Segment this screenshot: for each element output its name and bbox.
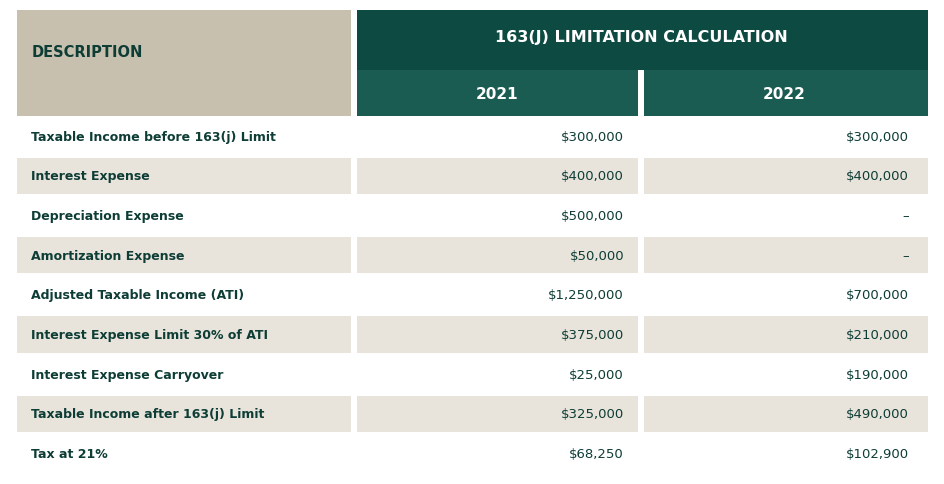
Bar <box>644 71 927 117</box>
Text: Taxable Income before 163(j) Limit: Taxable Income before 163(j) Limit <box>31 130 276 143</box>
Text: 2022: 2022 <box>762 87 805 102</box>
Bar <box>357 396 637 432</box>
Bar <box>17 198 350 234</box>
Bar <box>17 356 350 393</box>
Text: $300,000: $300,000 <box>845 130 908 143</box>
Text: $400,000: $400,000 <box>561 170 623 183</box>
Text: $400,000: $400,000 <box>845 170 908 183</box>
Bar <box>357 356 637 393</box>
Bar <box>17 71 350 117</box>
Text: –: – <box>902 210 908 223</box>
Text: Interest Expense Carryover: Interest Expense Carryover <box>31 368 224 381</box>
Bar <box>17 238 350 274</box>
Bar <box>357 158 637 195</box>
Bar <box>644 317 927 353</box>
Text: Adjusted Taxable Income (ATI): Adjusted Taxable Income (ATI) <box>31 289 244 302</box>
Text: 163(J) LIMITATION CALCULATION: 163(J) LIMITATION CALCULATION <box>494 30 786 45</box>
Text: DESCRIPTION: DESCRIPTION <box>31 45 143 60</box>
Text: –: – <box>902 249 908 262</box>
Bar <box>357 238 637 274</box>
Bar <box>357 71 637 117</box>
Bar <box>17 436 350 471</box>
Text: Tax at 21%: Tax at 21% <box>31 447 108 460</box>
Bar <box>644 158 927 195</box>
Bar <box>17 11 350 71</box>
Bar <box>644 356 927 393</box>
Bar <box>17 317 350 353</box>
Text: $1,250,000: $1,250,000 <box>548 289 623 302</box>
Bar <box>17 396 350 432</box>
Text: Amortization Expense: Amortization Expense <box>31 249 184 262</box>
Text: $500,000: $500,000 <box>561 210 623 223</box>
Text: $300,000: $300,000 <box>561 130 623 143</box>
Text: $190,000: $190,000 <box>845 368 908 381</box>
Bar <box>644 396 927 432</box>
Bar <box>357 119 637 155</box>
Bar <box>357 198 637 234</box>
Text: $102,900: $102,900 <box>845 447 908 460</box>
Bar <box>644 238 927 274</box>
Bar <box>17 119 350 155</box>
Bar <box>357 317 637 353</box>
Text: Interest Expense Limit 30% of ATI: Interest Expense Limit 30% of ATI <box>31 328 268 341</box>
Bar <box>644 119 927 155</box>
Text: $490,000: $490,000 <box>845 408 908 421</box>
Text: 2021: 2021 <box>476 87 518 102</box>
Text: Interest Expense: Interest Expense <box>31 170 150 183</box>
Text: Taxable Income after 163(j) Limit: Taxable Income after 163(j) Limit <box>31 408 264 421</box>
Text: $375,000: $375,000 <box>560 328 623 341</box>
Bar <box>357 436 637 471</box>
Text: Depreciation Expense: Depreciation Expense <box>31 210 184 223</box>
Text: $68,250: $68,250 <box>568 447 623 460</box>
Bar <box>357 11 927 71</box>
Bar <box>357 277 637 313</box>
Text: $700,000: $700,000 <box>845 289 908 302</box>
Bar <box>17 158 350 195</box>
Text: $325,000: $325,000 <box>560 408 623 421</box>
Text: $210,000: $210,000 <box>845 328 908 341</box>
Text: $25,000: $25,000 <box>568 368 623 381</box>
Bar <box>17 277 350 313</box>
Text: $50,000: $50,000 <box>569 249 623 262</box>
Bar <box>644 277 927 313</box>
Bar <box>644 436 927 471</box>
Bar <box>644 198 927 234</box>
